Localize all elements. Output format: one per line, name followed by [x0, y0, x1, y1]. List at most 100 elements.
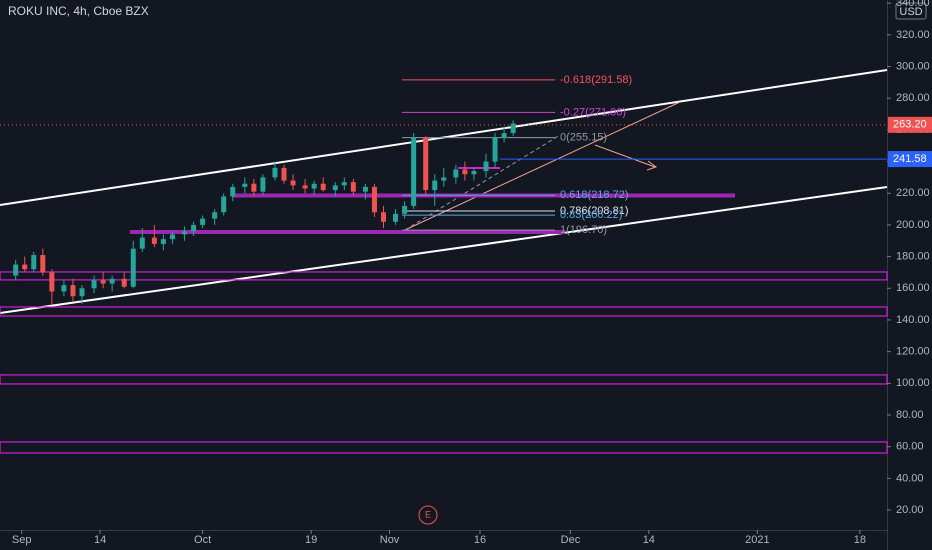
candle-body	[471, 171, 477, 175]
y-tick-label: 340.00	[896, 0, 930, 9]
fib-label: 0.618(218.72)	[560, 189, 629, 201]
candle-body	[13, 264, 19, 276]
candle-body	[121, 278, 127, 287]
y-tick-label: 40.00	[896, 472, 924, 484]
x-tick-label: 19	[305, 534, 317, 546]
candle-body	[332, 185, 338, 191]
candle-body	[191, 224, 197, 232]
x-tick-label: 18	[854, 534, 866, 546]
candle-body	[423, 137, 429, 191]
last-price-box	[888, 116, 932, 133]
candle-body	[350, 182, 356, 192]
marker-price-label: 241.58	[893, 153, 927, 165]
zone	[0, 374, 888, 385]
candle-body	[483, 161, 489, 172]
candle-body	[272, 167, 278, 178]
candle-body	[230, 186, 236, 197]
candle-body	[311, 183, 317, 189]
candle-body	[492, 137, 498, 162]
candle-body	[151, 237, 157, 244]
fib-label: 0.83(206.22)	[560, 209, 622, 221]
trend-line	[404, 101, 681, 231]
zone	[0, 306, 888, 317]
candle-body	[22, 264, 28, 270]
arrow-head	[646, 160, 658, 171]
y-tick-label: 80.00	[896, 409, 924, 421]
candle-body	[453, 169, 459, 178]
candle-body	[432, 180, 438, 191]
candle-body	[130, 248, 136, 287]
symbol-title: ROKU INC, 4h, Cboe BZX	[8, 4, 149, 18]
candle-body	[371, 186, 377, 213]
currency-box[interactable]	[895, 2, 927, 20]
y-tick-label: 180.00	[896, 251, 930, 263]
fib-label: 1(196.70)	[560, 224, 607, 236]
candle-body	[40, 255, 46, 273]
currency: USD	[899, 6, 922, 18]
x-tick-label: Sep	[12, 534, 32, 546]
candle-body	[200, 218, 206, 225]
y-tick-label: 300.00	[896, 60, 930, 72]
y-tick-label: 160.00	[896, 282, 930, 294]
y-tick-label: 100.00	[896, 377, 930, 389]
x-tick-label: 14	[94, 534, 106, 546]
y-tick-label: 60.00	[896, 441, 924, 453]
y-tick-label: 120.00	[896, 346, 930, 358]
candle-body	[251, 183, 257, 192]
candle-body	[441, 177, 447, 181]
y-tick-label: 200.00	[896, 219, 930, 231]
candle-body	[260, 177, 266, 192]
candle-body	[290, 180, 296, 186]
fib-label: -0.27(271.06)	[560, 106, 626, 118]
candle-body	[91, 280, 97, 289]
candle-body	[109, 278, 115, 284]
candle-body	[341, 182, 347, 186]
candle-body	[212, 212, 218, 219]
arrow	[594, 144, 656, 168]
fib-label: 0.786(208.81)	[560, 205, 629, 217]
candle-body	[302, 185, 308, 189]
candle-body	[182, 231, 188, 235]
y-tick-label: 20.00	[896, 504, 924, 516]
x-tick-label: Nov	[380, 534, 400, 546]
x-tick-label: 2021	[745, 534, 769, 546]
candle-body	[362, 186, 368, 192]
candle-body	[281, 167, 287, 181]
zone	[0, 441, 888, 454]
candle-body	[70, 285, 76, 297]
candle-body	[510, 123, 516, 134]
y-tick-label: 140.00	[896, 314, 930, 326]
candle-body	[79, 288, 85, 297]
candle-body	[411, 137, 417, 206]
candle-body	[160, 239, 166, 244]
candle-body	[242, 183, 248, 187]
candle-body	[61, 285, 67, 292]
marker-price-box	[888, 151, 932, 168]
event-circle[interactable]	[418, 505, 438, 525]
candle-body	[402, 205, 408, 214]
x-tick-label: Dec	[561, 534, 581, 546]
event-marker: E	[425, 509, 431, 519]
channel-lower	[0, 186, 888, 314]
candle-body	[320, 183, 326, 191]
candle-body	[139, 237, 145, 249]
last-price-label: 263.20	[893, 119, 927, 131]
x-tick-label: 16	[474, 534, 486, 546]
x-tick-label: 14	[643, 534, 655, 546]
candle-body	[221, 196, 227, 213]
candle-body	[31, 255, 37, 270]
zone	[0, 271, 888, 281]
candle-body	[393, 213, 399, 222]
candle-body	[49, 272, 55, 292]
x-tick-label: Oct	[194, 534, 211, 546]
fib-label: -0.618(291.58)	[560, 74, 632, 86]
candle-body	[501, 133, 507, 138]
candle-body	[381, 212, 387, 222]
candle-body	[169, 234, 175, 240]
dashed-line	[404, 134, 561, 231]
y-tick-label: 220.00	[896, 187, 930, 199]
fib-label: 0(255.15)	[560, 131, 607, 143]
y-tick-label: 320.00	[896, 29, 930, 41]
